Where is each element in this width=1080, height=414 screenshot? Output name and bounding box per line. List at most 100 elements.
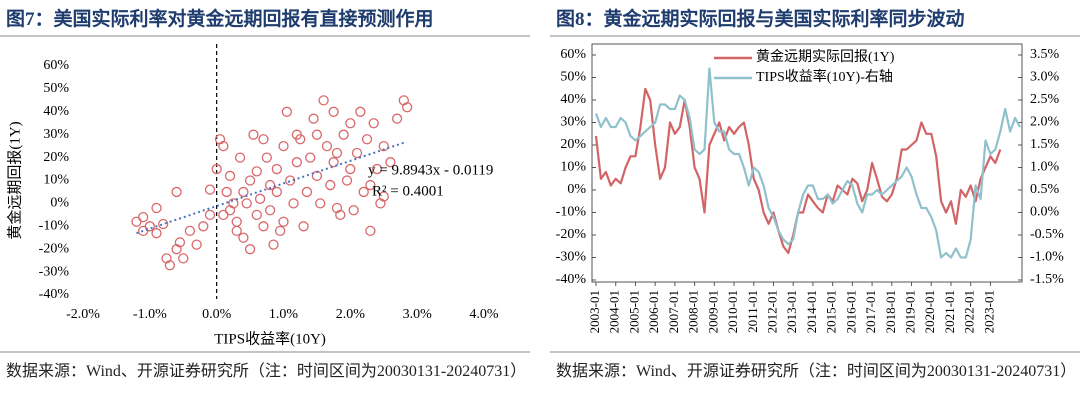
- y2-tick-label: -0.5%: [1030, 227, 1064, 242]
- scatter-point: [328, 157, 339, 168]
- y-tick-label: 30%: [43, 127, 69, 142]
- y-tick-label: 60%: [43, 58, 69, 73]
- y2-tick-label: 3.0%: [1030, 70, 1060, 85]
- x-tick-label: 2020-01: [922, 290, 937, 333]
- scatter-point: [305, 152, 316, 163]
- x-tick-label: 2010-01: [725, 290, 740, 333]
- y2-tick-label: 1.0%: [1030, 160, 1060, 175]
- scatter-point: [378, 191, 389, 202]
- y-tick-label: 10%: [560, 160, 586, 175]
- scatter-point: [178, 253, 189, 264]
- x-tick-label: 2006-01: [646, 290, 661, 333]
- scatter-point: [248, 129, 259, 140]
- scatter-point: [391, 113, 403, 124]
- scatter-point: [358, 186, 369, 198]
- scatter-point: [331, 147, 343, 159]
- scatter-point: [345, 163, 356, 175]
- y-tick-label: 40%: [43, 104, 69, 119]
- y2-tick-label: 2.5%: [1030, 92, 1060, 107]
- scatter-point: [264, 179, 276, 191]
- scatter-point: [341, 175, 353, 186]
- scatter-point: [137, 211, 149, 223]
- scatter-point: [355, 106, 366, 117]
- y-tick-label: 40%: [560, 92, 586, 107]
- scatter-point: [144, 221, 155, 232]
- y2-tick-label: 3.5%: [1030, 47, 1060, 62]
- scatter-point: [204, 209, 216, 221]
- y-tick-label: 20%: [43, 150, 69, 165]
- scatter-point: [258, 134, 269, 145]
- scatter-point: [191, 239, 202, 250]
- x-tick-label: 2012-01: [764, 290, 779, 333]
- y-tick-label: -40%: [556, 272, 587, 287]
- x-tick-label: 2004-01: [607, 290, 622, 333]
- y2-tick-label: -1.0%: [1030, 250, 1064, 265]
- x-tick-label: 2008-01: [686, 290, 701, 333]
- y-tick-label: 0%: [567, 182, 586, 197]
- scatter-point: [351, 147, 363, 159]
- scatter-point: [171, 186, 182, 198]
- y2-tick-label: -1.5%: [1030, 272, 1064, 287]
- x-tick-label: 2023-01: [981, 290, 996, 333]
- y-tick-label: 0%: [50, 196, 69, 211]
- y-tick-label: 30%: [560, 115, 586, 130]
- x-tick-label: 1.0%: [269, 307, 299, 322]
- scatter-point: [231, 216, 242, 227]
- x-tick-label: 0.0%: [202, 307, 232, 322]
- legend-label: TIPS收益率(10Y)-右轴: [756, 68, 893, 85]
- scatter-point: [244, 175, 256, 186]
- y-tick-label: -40%: [39, 287, 70, 302]
- scatter-point: [371, 163, 383, 175]
- scatter-point: [151, 228, 162, 239]
- y-tick-label: -20%: [556, 227, 587, 242]
- x-tick-label: 2009-01: [705, 290, 720, 333]
- x-tick-label: 2016-01: [843, 290, 858, 333]
- x-tick-label: 2015-01: [824, 290, 839, 333]
- scatter-point: [328, 106, 339, 117]
- y-tick-label: 50%: [43, 81, 69, 96]
- scatter-point: [238, 232, 249, 243]
- scatter-point: [401, 102, 413, 113]
- scatter-point: [221, 186, 232, 198]
- scatter-point: [251, 209, 262, 221]
- y-tick-label: 50%: [560, 70, 586, 85]
- scatter-point: [254, 193, 266, 204]
- scatter-point: [258, 221, 269, 232]
- y2-tick-label: 0.5%: [1030, 182, 1060, 197]
- scatter-point: [251, 166, 262, 177]
- y2-tick-label: 0.0%: [1030, 205, 1060, 220]
- scatter-point: [264, 205, 276, 216]
- legend-label: 黄金远期实际回报(1Y): [756, 48, 895, 65]
- scatter-point: [268, 239, 279, 250]
- scatter-point: [231, 225, 242, 237]
- y-axis-label: 黄金远期回报(1Y): [6, 121, 23, 239]
- scatter-point: [198, 221, 209, 232]
- scatter-point: [218, 140, 229, 152]
- scatter-point: [174, 237, 186, 248]
- scatter-point: [301, 186, 313, 198]
- scatter-point: [271, 186, 282, 198]
- y-tick-label: -30%: [39, 264, 70, 279]
- y2-tick-label: 1.5%: [1030, 137, 1060, 152]
- scatter-point: [161, 253, 172, 264]
- scatter-point: [224, 170, 236, 182]
- scatter-point: [291, 157, 303, 168]
- trend-r2: R² = 0.4001: [372, 183, 444, 199]
- x-tick-label: 2019-01: [903, 290, 918, 333]
- x-tick-label: 4.0%: [469, 307, 499, 322]
- x-tick-label: 2.0%: [336, 307, 366, 322]
- scatter-point: [311, 129, 323, 140]
- y2-tick-label: 2.0%: [1030, 115, 1060, 130]
- x-tick-label: 2005-01: [626, 290, 641, 333]
- scatter-point: [318, 95, 329, 106]
- scatter-point: [244, 244, 256, 255]
- scatter-point: [385, 157, 396, 168]
- chart-title: 图7：美国实际利率对黄金远期回报有直接预测作用: [6, 9, 434, 30]
- scatter-point: [218, 209, 229, 221]
- scatter-point: [204, 184, 216, 195]
- x-tick-label: 2014-01: [804, 290, 819, 333]
- scatter-point: [291, 129, 303, 140]
- chart-title: 图8：黄金远期实际回报与美国实际利率同步波动: [556, 9, 965, 30]
- scatter-point: [211, 163, 222, 175]
